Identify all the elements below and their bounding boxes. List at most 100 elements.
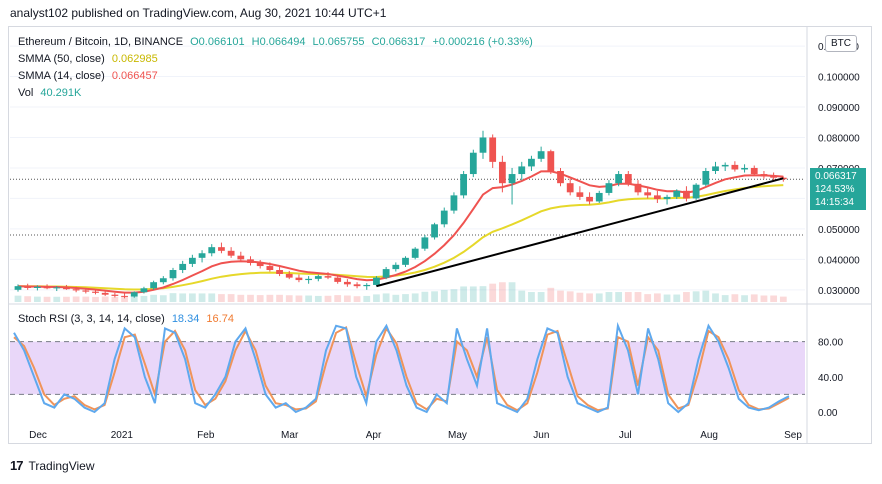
candle-body <box>702 171 709 185</box>
volume-bar <box>654 293 661 302</box>
candle-body <box>305 279 312 280</box>
candle-body <box>208 247 215 253</box>
volume-bar <box>635 292 642 302</box>
volume-bar <box>489 284 496 302</box>
candle-body <box>567 183 574 192</box>
volume-bar <box>44 297 51 302</box>
volume-legend: Vol 40.291K <box>18 86 85 100</box>
candle-body <box>102 293 109 295</box>
volume-bar <box>576 293 583 302</box>
price-tick-label: 0.090000 <box>818 103 860 114</box>
volume-bar <box>237 295 244 302</box>
candle-body <box>615 174 622 183</box>
candle-body <box>111 295 118 296</box>
volume-bar <box>596 293 603 302</box>
candle-body <box>73 289 80 290</box>
smma50-legend: SMMA (50, close) 0.062985 <box>18 52 162 66</box>
tv-logo-icon[interactable]: 17 <box>10 458 22 473</box>
volume-bar <box>189 293 196 302</box>
volume-bar <box>373 294 380 302</box>
volume-bar <box>286 295 293 302</box>
volume-bar <box>363 296 370 302</box>
stoch-d-value: 16.74 <box>206 313 234 325</box>
candle-body <box>121 296 128 297</box>
candle-body <box>286 274 293 278</box>
symbol-name: Ethereum / Bitcoin, 1D, BINANCE <box>18 36 183 48</box>
time-tick-label: Aug <box>700 430 718 441</box>
volume-bar <box>470 286 477 302</box>
volume-bar <box>247 295 254 302</box>
candle-body <box>412 249 419 258</box>
smma14-legend: SMMA (14, close) 0.066457 <box>18 69 162 83</box>
stoch-tick-label: 40.00 <box>818 373 843 384</box>
candle-body <box>693 185 700 199</box>
volume-bar <box>412 293 419 302</box>
candle-body <box>489 137 496 161</box>
volume-bar <box>141 296 148 302</box>
volume-bar <box>15 296 22 302</box>
volume-bar <box>383 293 390 302</box>
volume-bar <box>673 295 680 302</box>
volume-bar <box>266 295 273 302</box>
price-tick-label: 0.050000 <box>818 225 860 236</box>
candle-body <box>354 284 361 286</box>
candle-body <box>82 290 89 291</box>
candle-body <box>392 265 399 269</box>
volume-bar <box>557 291 564 302</box>
candle-body <box>363 285 370 286</box>
candle-body <box>731 165 738 170</box>
footer-brand[interactable]: TradingView <box>28 459 94 473</box>
candle-body <box>557 171 564 183</box>
volume-bar <box>451 289 458 302</box>
volume-bar <box>305 296 312 302</box>
price-tick-label: 0.030000 <box>818 286 860 297</box>
candle-body <box>606 183 613 193</box>
high-value: H0.066494 <box>252 36 306 48</box>
candle-body <box>199 253 206 258</box>
volume-bar <box>625 292 632 302</box>
candle-body <box>576 192 583 197</box>
volume-bar <box>179 293 186 302</box>
candle-body <box>635 184 642 193</box>
volume-bar <box>538 292 545 302</box>
candle-body <box>499 162 506 183</box>
time-tick-label: Jul <box>619 430 632 441</box>
candle-body <box>654 195 661 199</box>
volume-bar <box>53 297 60 302</box>
volume-bar <box>712 293 719 302</box>
currency-badge[interactable]: BTC <box>825 35 857 52</box>
time-tick-label: Jun <box>533 430 549 441</box>
volume-bar <box>315 296 322 302</box>
candle-body <box>373 278 380 285</box>
volume-bar <box>780 297 787 302</box>
close-value: C0.066317 <box>372 36 426 48</box>
volume-bar <box>547 288 554 302</box>
candle-body <box>266 266 273 270</box>
symbol-legend: Ethereum / Bitcoin, 1D, BINANCE O0.06610… <box>18 35 537 49</box>
candle-body <box>528 159 535 167</box>
volume-bar <box>528 292 535 302</box>
candle-body <box>160 278 167 282</box>
candle-body <box>712 166 719 171</box>
volume-bar <box>421 292 428 302</box>
candle-body <box>92 292 99 293</box>
volume-bar <box>218 294 225 302</box>
price-tick-label: 0.100000 <box>818 73 860 84</box>
candle-body <box>383 269 390 278</box>
candle-body <box>596 193 603 202</box>
volume-label: Vol <box>18 87 33 99</box>
candle-body <box>296 278 303 280</box>
candle-body <box>247 259 254 263</box>
candle-body <box>761 174 768 176</box>
candle-body <box>751 168 758 174</box>
volume-bar <box>751 294 758 302</box>
candle-body <box>218 247 225 251</box>
candle-body <box>451 195 458 210</box>
volume-bar <box>731 294 738 302</box>
candle-body <box>315 276 322 279</box>
stoch-tick-label: 80.00 <box>818 338 843 349</box>
candle-body <box>15 286 22 290</box>
volume-bar <box>499 282 506 302</box>
volume-bar <box>460 286 467 302</box>
volume-bar <box>402 294 409 302</box>
